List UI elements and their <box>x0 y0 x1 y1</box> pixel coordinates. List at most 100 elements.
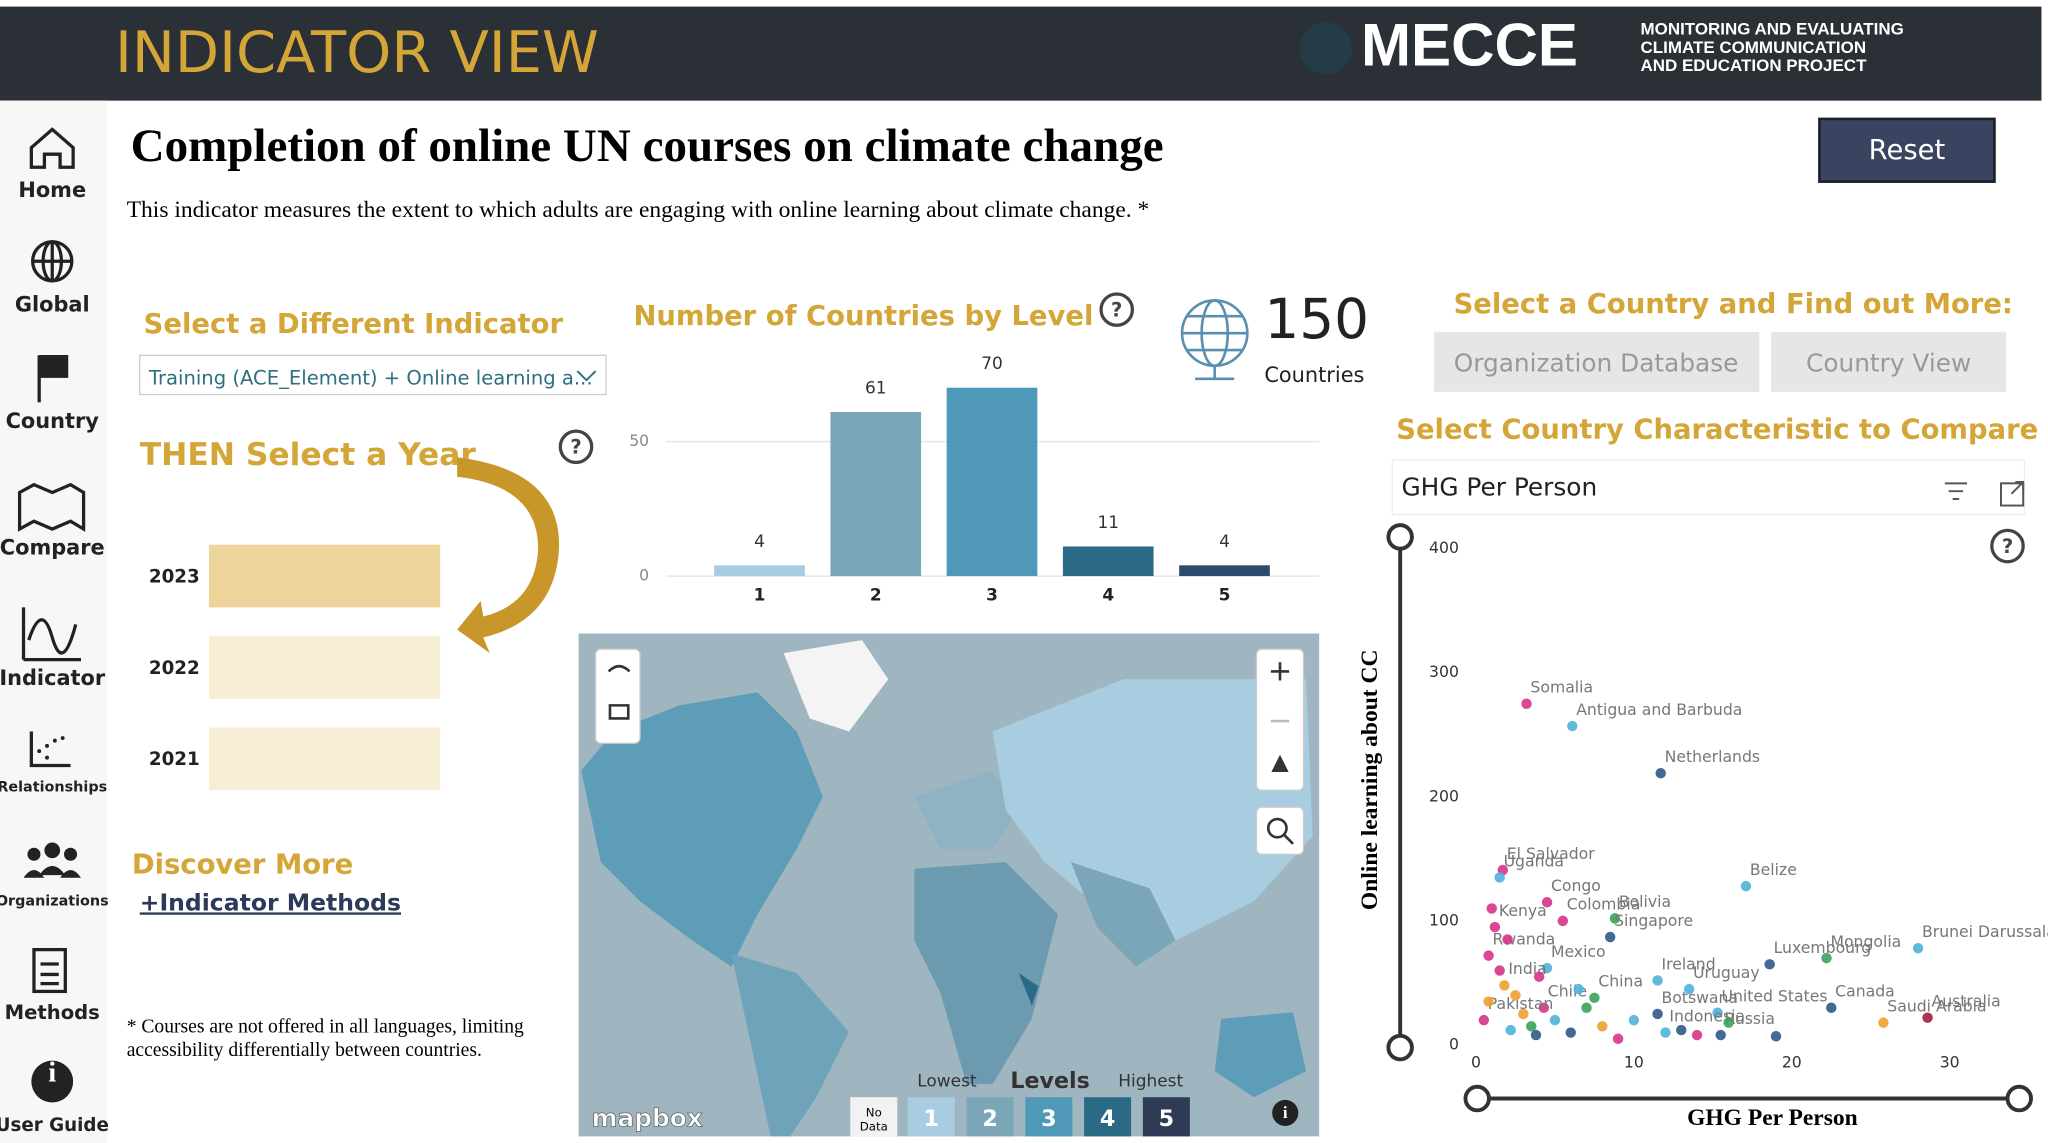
nav-item[interactable]: Relationships <box>0 780 107 796</box>
scatter-point <box>1826 1002 1837 1013</box>
bar-value-label: 61 <box>865 378 887 398</box>
nav-item[interactable]: Compare <box>0 536 105 560</box>
country-count: 150 <box>1264 287 1369 351</box>
point-label: Belize <box>1750 860 1797 879</box>
scatter-point <box>1922 1012 1933 1023</box>
map[interactable] <box>578 633 1320 1137</box>
scatter-point <box>1581 1002 1592 1013</box>
scatter-point <box>1597 1021 1608 1032</box>
year-label[interactable]: 2021 <box>149 749 200 770</box>
nav-item[interactable]: Methods <box>5 1001 100 1024</box>
year-label[interactable]: 2023 <box>149 566 200 587</box>
year-button-selected[interactable] <box>208 544 441 608</box>
logo: MECCE <box>1361 12 1578 79</box>
scatter-point <box>1502 934 1513 945</box>
point-label: Canada <box>1835 982 1895 1001</box>
dropdown-value[interactable]: Training (ACE_Element) + Online learning… <box>148 366 593 389</box>
point-label: Antigua and Barbuda <box>1576 700 1742 719</box>
nav-item[interactable]: Home <box>18 178 86 202</box>
point-label: Somalia <box>1530 678 1593 697</box>
legend-swatch <box>907 1097 955 1137</box>
nav-button[interactable] <box>1434 331 1760 392</box>
scatter-point <box>1486 903 1497 914</box>
point-label: United States <box>1721 987 1827 1006</box>
dropdown-value[interactable]: GHG Per Person <box>1401 473 1597 502</box>
year-button[interactable] <box>208 727 441 791</box>
scatter-point <box>1505 1024 1516 1036</box>
point-label: Ireland <box>1661 954 1715 973</box>
y-tick-label: 50 <box>629 431 649 450</box>
help-icon[interactable]: ? <box>1990 528 2025 564</box>
nav-item[interactable]: Organizations <box>0 893 109 909</box>
arrow <box>457 457 560 654</box>
footnote: accessibility differentially between cou… <box>127 1040 482 1061</box>
bar <box>946 387 1038 577</box>
logo-tagline: MONITORING AND EVALUATING <box>1640 20 1903 39</box>
nav-item[interactable]: Country <box>6 409 100 433</box>
nav-button[interactable] <box>1771 331 2007 392</box>
nav-item[interactable]: Global <box>15 293 90 317</box>
visual-icons[interactable] <box>1944 481 2025 507</box>
nav-item[interactable]: Indicator <box>0 666 106 690</box>
point-label: Congo <box>1551 876 1601 895</box>
x-tick-label: 5 <box>1219 586 1231 606</box>
scatter-point <box>1912 942 1924 954</box>
scatter-point <box>1530 1029 1542 1041</box>
point-label: Mongolia <box>1830 932 1901 951</box>
button-label[interactable]: Country View <box>1806 348 1971 377</box>
button-label[interactable]: Organization Database <box>1454 348 1739 377</box>
scatter-point <box>1565 1027 1576 1038</box>
point-label: Colombia <box>1567 895 1641 914</box>
help-icon[interactable]: ? <box>558 429 594 465</box>
svg-text:?: ? <box>570 436 581 459</box>
point-label: Pakistan <box>1488 994 1554 1013</box>
svg-text:?: ? <box>2002 535 2013 558</box>
x-tick-label: 10 <box>1624 1053 1644 1072</box>
scatter-point <box>1712 1007 1723 1018</box>
characteristic-dropdown[interactable] <box>1391 459 2026 516</box>
scatter-point <box>1510 990 1521 1001</box>
legend-no-data <box>850 1097 898 1137</box>
bar-value-label: 11 <box>1097 513 1119 533</box>
scatter-point <box>1676 1024 1687 1036</box>
page-title: Completion of online UN courses on clima… <box>131 120 1164 172</box>
y-axis-label: Online learning about CC <box>1357 650 1383 911</box>
scatter-point <box>1604 931 1616 943</box>
legend-highest: Highest <box>1118 1072 1183 1092</box>
point-label: Luxembourg <box>1774 938 1872 957</box>
map-info[interactable]: i <box>1283 1103 1288 1122</box>
scatter-point <box>1740 880 1752 892</box>
y-tick-label: 100 <box>1429 910 1459 929</box>
range-sliders[interactable] <box>1386 523 2033 1113</box>
point-label: El Salvador <box>1507 844 1595 863</box>
bar-value-label: 4 <box>1219 532 1230 552</box>
section-heading: Discover More <box>132 850 353 881</box>
legend-lowest: Lowest <box>917 1072 977 1092</box>
bar <box>714 565 805 577</box>
scatter-point <box>1494 965 1505 976</box>
x-axis-label: GHG Per Person <box>1687 1105 1858 1131</box>
nav-icons-filled <box>23 736 81 1103</box>
year-label[interactable]: 2022 <box>149 658 200 679</box>
y-tick-label: 0 <box>639 566 649 585</box>
scatter-point <box>1541 897 1553 908</box>
methods-link[interactable]: +Indicator Methods <box>140 888 401 916</box>
help-icon[interactable]: ? <box>1099 292 1135 327</box>
nav-icons <box>17 127 86 994</box>
logo-icon <box>1299 22 1352 75</box>
scatter-point <box>1652 975 1663 986</box>
indicator-dropdown[interactable] <box>139 354 607 396</box>
dropdown-chevron <box>576 370 597 382</box>
bar-value-label: 70 <box>981 354 1003 374</box>
section-heading: THEN Select a Year <box>140 437 477 473</box>
reset-button[interactable] <box>1818 117 1996 183</box>
reset-label[interactable]: Reset <box>1869 135 1946 166</box>
nav-item[interactable]: User Guide <box>0 1115 109 1136</box>
x-tick-label: 4 <box>1102 586 1114 606</box>
point-label: Netherlands <box>1665 747 1760 766</box>
year-button[interactable] <box>208 636 441 699</box>
map-brand: mapbox <box>592 1103 703 1132</box>
legend-level: 5 <box>1159 1106 1174 1132</box>
